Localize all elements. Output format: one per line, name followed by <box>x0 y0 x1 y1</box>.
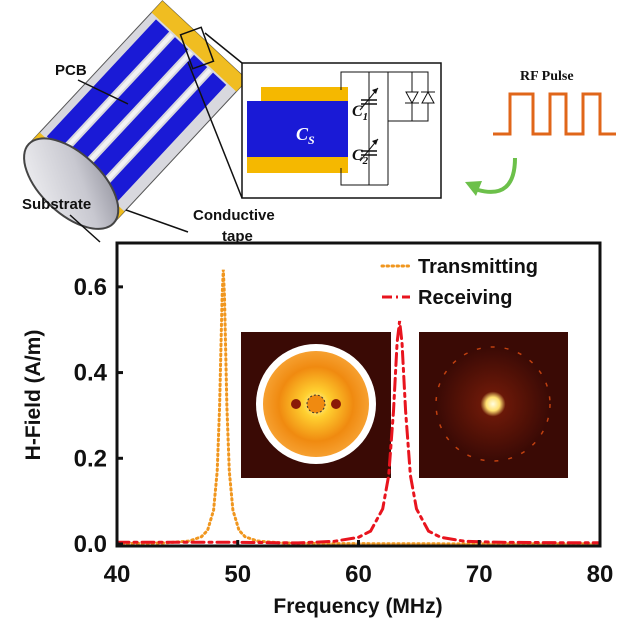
curved-arrow-icon <box>465 157 517 196</box>
y-tick-label: 0.4 <box>74 360 108 387</box>
legend-label-receiving: Receiving <box>418 287 512 309</box>
substrate-label: Substrate <box>22 196 91 213</box>
conductive-tape-label-1: Conductive <box>193 207 275 224</box>
y-tick-label: 0.6 <box>74 274 107 301</box>
pcb-label: PCB <box>55 62 87 79</box>
series-line-receiving <box>115 320 602 545</box>
cs-capacitor-plate <box>247 101 348 157</box>
birdcage-coil-illustration: PCB Substrate Conductive tape <box>22 0 275 245</box>
pcb-strip <box>46 19 170 149</box>
legend: Transmitting Receiving <box>380 256 538 309</box>
x-tick-label: 70 <box>466 561 493 588</box>
y-axis-label: H-Field (A/m) <box>22 330 45 461</box>
diode-pair-icon <box>405 90 435 105</box>
x-axis-label: Frequency (MHz) <box>273 595 442 618</box>
y-tick-label: 0.2 <box>74 445 107 472</box>
legend-label-transmitting: Transmitting <box>418 256 538 278</box>
variable-capacitor-c2 <box>359 138 379 162</box>
substrate-end <box>23 137 120 230</box>
rf-pulse-waveform <box>493 92 616 136</box>
x-tick-label: 40 <box>104 561 131 588</box>
rf-pulse-label: RF Pulse <box>520 69 574 84</box>
conductive-tape-label-2: tape <box>222 228 253 245</box>
variable-capacitor-c1 <box>359 87 379 111</box>
x-tick-label: 60 <box>345 561 372 588</box>
c2-label: C2 <box>352 147 369 167</box>
circuit-inset: CS C1 C2 <box>241 62 442 199</box>
chart: 40 50 60 70 80 0.0 0.2 0.4 0.6 Frequency (MHz) H… <box>22 241 614 618</box>
c1-label: C1 <box>352 103 368 123</box>
x-tick-label: 80 <box>587 561 614 588</box>
inset-heatmap-transmitting <box>241 332 391 478</box>
y-tick-label: 0.0 <box>74 531 107 558</box>
inset-heatmap-receiving <box>419 332 568 478</box>
cs-label: CS <box>296 124 315 147</box>
x-tick-label: 50 <box>224 561 251 588</box>
